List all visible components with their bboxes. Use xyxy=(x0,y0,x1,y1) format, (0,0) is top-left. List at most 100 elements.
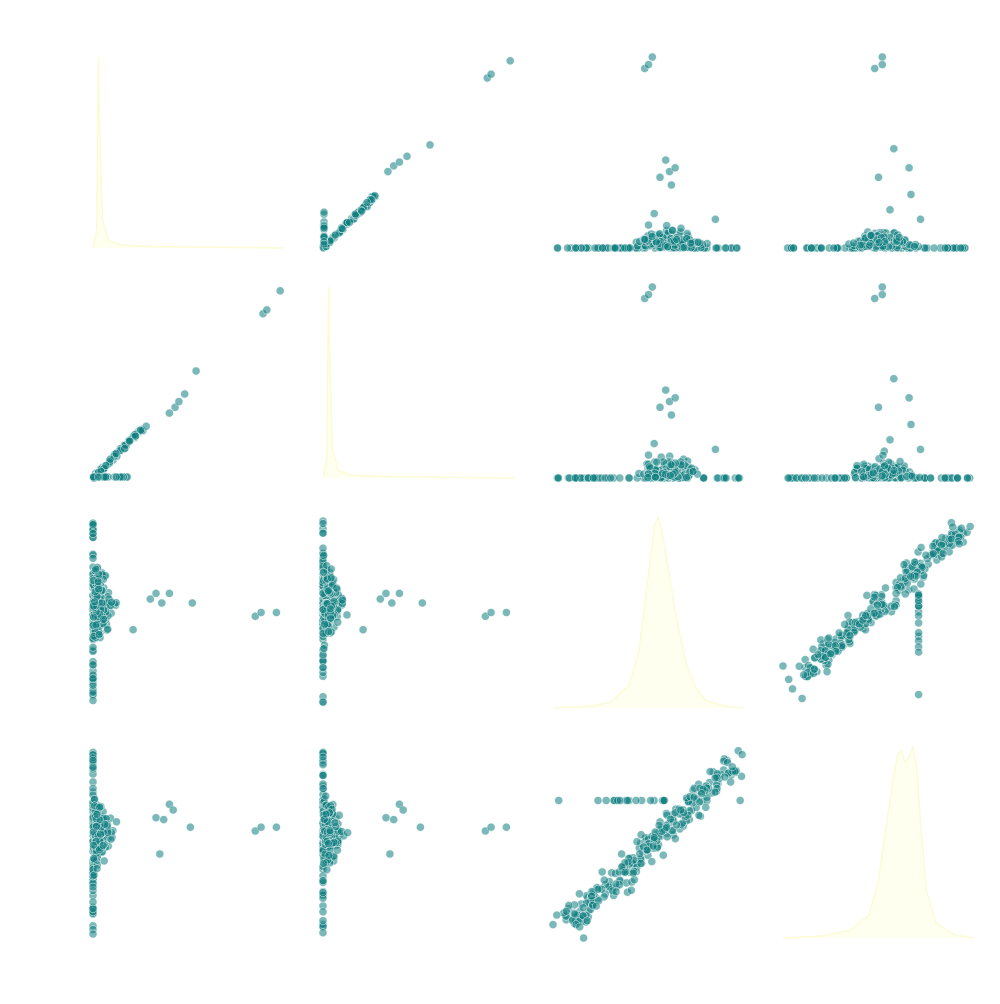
scatter-point xyxy=(728,762,737,772)
scatter-point xyxy=(642,845,652,855)
scatter-panel-r2-c1 xyxy=(88,286,285,483)
scatter-panel-r3-c2 xyxy=(318,516,511,707)
scatter-point xyxy=(852,461,862,470)
scatter-point xyxy=(640,235,650,244)
scatter-point xyxy=(672,235,681,244)
scatter-point xyxy=(159,815,168,824)
scatter-point xyxy=(318,771,328,780)
scatter-point xyxy=(797,694,807,703)
scatter-point xyxy=(732,243,741,253)
scatter-point xyxy=(600,875,609,885)
scatter-point xyxy=(610,243,620,253)
scatter-point xyxy=(548,920,558,929)
scatter-point xyxy=(89,840,98,850)
scatter-point xyxy=(901,589,910,599)
scatter-panel-r2-c4 xyxy=(783,282,974,483)
scatter-point xyxy=(505,56,515,66)
scatter-point xyxy=(940,243,950,253)
scatter-point xyxy=(611,887,621,897)
scatter-point xyxy=(326,573,336,583)
scatter-point xyxy=(645,462,654,471)
scatter-point xyxy=(921,550,931,560)
scatter-point xyxy=(635,849,644,859)
scatter-point xyxy=(874,238,884,247)
scatter-point xyxy=(845,631,855,640)
kde-line xyxy=(552,514,745,709)
scatter-point xyxy=(672,820,681,830)
scatter-point xyxy=(188,598,197,608)
scatter-point xyxy=(878,282,887,292)
scatter-point xyxy=(826,649,835,658)
scatter-point xyxy=(111,472,121,482)
scatter-point xyxy=(940,473,950,483)
scatter-point xyxy=(151,589,161,598)
scatter-point xyxy=(88,554,98,563)
scatter-point xyxy=(711,445,720,454)
scatter-point xyxy=(643,473,653,482)
scatter-panel-r1-c2 xyxy=(318,56,515,253)
scatter-point xyxy=(318,888,328,897)
scatter-point xyxy=(88,660,98,669)
scatter-point xyxy=(383,167,393,176)
scatter-point xyxy=(272,822,281,832)
scatter-point xyxy=(859,472,868,482)
scatter-point xyxy=(651,472,660,482)
scatter-point xyxy=(636,859,646,868)
scatter-point xyxy=(620,867,630,877)
scatter-point xyxy=(88,897,98,907)
scatter-point xyxy=(416,822,425,832)
scatter-point xyxy=(381,589,391,598)
scatter-point xyxy=(914,628,923,637)
scatter-point xyxy=(628,868,638,878)
scatter-point xyxy=(88,929,98,939)
scatter-point xyxy=(587,891,596,901)
scatter-point xyxy=(318,760,328,769)
scatter-point xyxy=(938,549,948,558)
scatter-point xyxy=(601,796,611,805)
scatter-point xyxy=(649,833,659,842)
scatter-point xyxy=(689,792,699,802)
scatter-point xyxy=(721,473,731,483)
scatter-point xyxy=(817,243,826,253)
scatter-point xyxy=(324,627,333,636)
scatter-point xyxy=(889,374,899,383)
scatter-point xyxy=(866,231,876,240)
scatter-point xyxy=(88,520,98,529)
scatter-point xyxy=(402,152,412,161)
scatter-point xyxy=(661,385,670,395)
scatter-point xyxy=(686,238,695,248)
kde-area xyxy=(553,517,744,708)
scatter-point xyxy=(358,625,368,634)
scatter-point xyxy=(318,876,328,885)
scatter-point xyxy=(324,851,334,860)
scatter-point xyxy=(575,889,584,899)
scatter-point xyxy=(663,242,672,252)
scatter-point xyxy=(726,777,735,787)
scatter-point xyxy=(904,163,914,173)
scatter-point xyxy=(878,60,887,69)
scatter-point xyxy=(256,608,266,617)
scatter-point xyxy=(385,849,395,859)
scatter-point xyxy=(318,928,328,937)
scatter-point xyxy=(963,473,972,483)
scatter-point xyxy=(668,226,677,235)
scatter-point xyxy=(874,173,883,182)
scatter-point xyxy=(319,859,328,868)
scatter-point xyxy=(915,473,925,482)
scatter-point xyxy=(906,420,916,429)
scatter-point xyxy=(734,473,744,483)
scatter-point xyxy=(95,802,104,812)
scatter-point xyxy=(157,598,167,608)
scatter-point xyxy=(319,223,329,233)
scatter-point xyxy=(591,901,601,911)
scatter-point xyxy=(937,533,947,542)
scatter-point xyxy=(88,696,98,705)
scatter-point xyxy=(94,584,103,594)
scatter-point xyxy=(659,850,668,860)
scatter-point xyxy=(486,69,496,79)
scatter-point xyxy=(907,471,917,481)
scatter-point xyxy=(553,243,562,253)
scatter-point xyxy=(849,238,858,248)
scatter-point xyxy=(646,796,655,805)
